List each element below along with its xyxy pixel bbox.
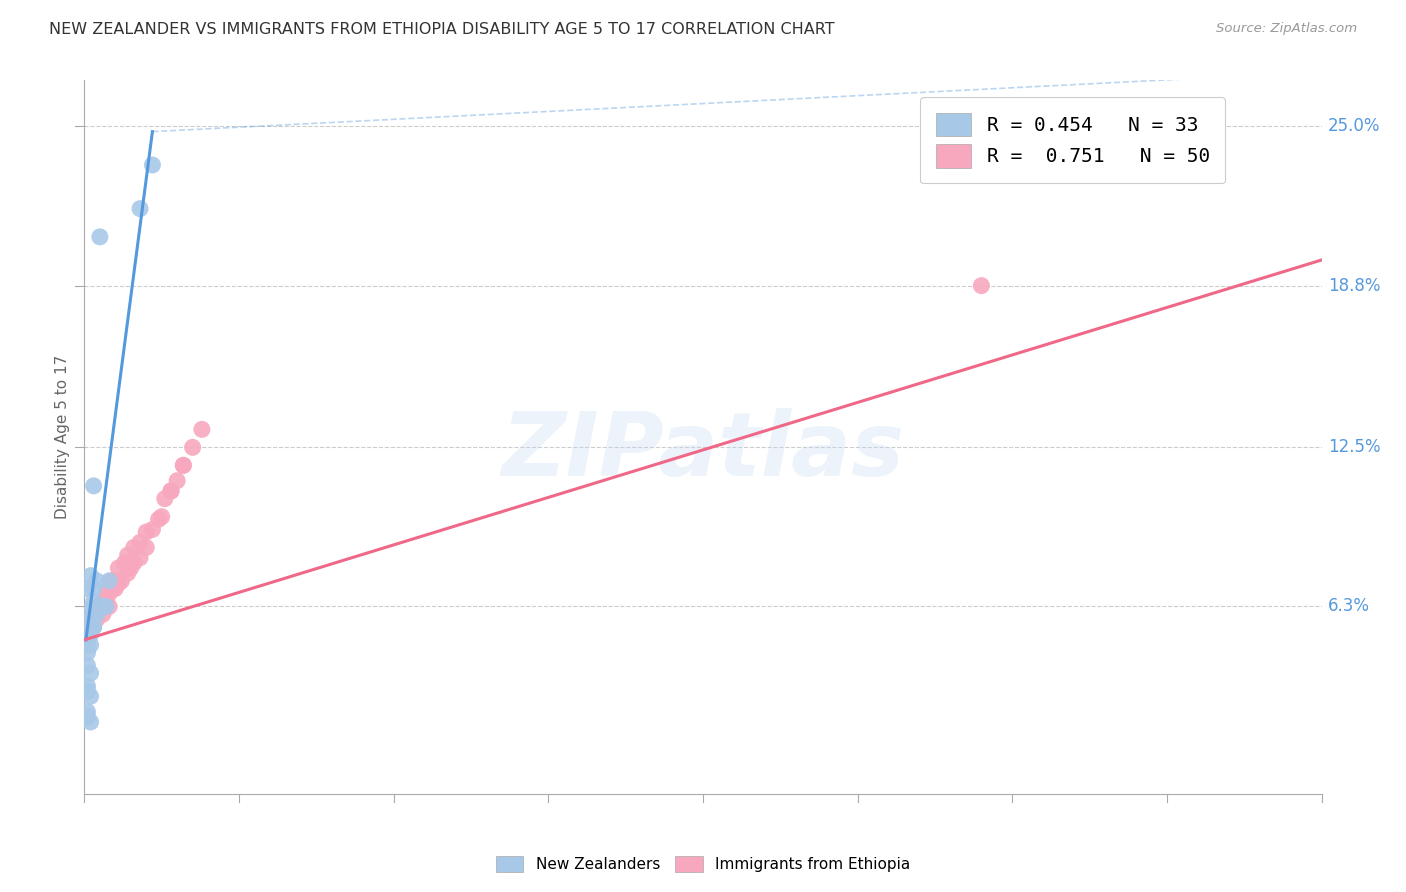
Point [83,582,105,596]
Point [101,574,124,588]
Point [98,599,121,614]
Point [76,628,98,642]
Point [129,202,152,216]
Point [166,474,188,488]
Point [135,541,157,555]
Point [94,587,117,601]
Point [101,582,124,596]
Point [79,714,101,729]
Point [83,620,105,634]
Text: 25.0%: 25.0% [1327,118,1381,136]
Point [91,594,114,608]
Point [76,582,98,596]
Legend: New Zealanders, Immigrants from Ethiopia: New Zealanders, Immigrants from Ethiopia [488,848,918,880]
Point [83,479,105,493]
Point [129,535,152,549]
Point [122,556,145,570]
Point [79,615,101,629]
Point [76,679,98,693]
Point [148,512,170,526]
Text: 18.8%: 18.8% [1327,277,1381,294]
Point [79,568,101,582]
Point [76,658,98,673]
Text: Source: ZipAtlas.com: Source: ZipAtlas.com [1216,22,1357,36]
Point [91,599,114,614]
Point [191,422,214,436]
Point [86,599,108,614]
Point [86,607,108,622]
Text: NEW ZEALANDER VS IMMIGRANTS FROM ETHIOPIA DISABILITY AGE 5 TO 17 CORRELATION CHA: NEW ZEALANDER VS IMMIGRANTS FROM ETHIOPI… [49,22,835,37]
Point [153,491,176,506]
Point [83,607,105,622]
Point [160,483,183,498]
Point [86,574,108,588]
Point [83,594,105,608]
Text: ZIPatlas: ZIPatlas [502,408,904,495]
Legend: R = 0.454   N = 33, R =  0.751   N = 50: R = 0.454 N = 33, R = 0.751 N = 50 [921,97,1225,184]
Point [98,574,121,588]
Point [141,158,163,172]
Point [172,458,194,473]
Point [76,646,98,660]
Point [150,509,173,524]
Point [117,548,139,562]
Point [122,541,145,555]
Point [89,602,111,616]
Point [86,602,108,616]
Point [107,561,129,575]
Point [83,620,105,634]
Point [79,620,101,634]
Point [89,599,111,614]
Point [91,607,114,622]
Point [79,666,101,681]
Point [104,582,127,596]
Point [160,483,183,498]
Y-axis label: Disability Age 5 to 17: Disability Age 5 to 17 [55,355,70,519]
Point [104,576,127,591]
Point [94,599,117,614]
Point [98,587,121,601]
Point [86,612,108,626]
Point [117,566,139,581]
Point [86,607,108,622]
Point [89,599,111,614]
Point [89,230,111,244]
Point [76,710,98,724]
Point [94,599,117,614]
Point [79,620,101,634]
Text: 12.5%: 12.5% [1327,438,1381,457]
Point [129,550,152,565]
Point [141,523,163,537]
Point [107,576,129,591]
Point [83,607,105,622]
Point [94,594,117,608]
Point [135,524,157,539]
Point [114,556,136,570]
Point [79,612,101,626]
Point [110,574,132,588]
Point [76,638,98,652]
Text: 6.3%: 6.3% [1327,598,1369,615]
Point [79,602,101,616]
Point [79,628,101,642]
Point [120,561,142,575]
Point [79,638,101,652]
Point [79,690,101,704]
Point [83,607,105,622]
Point [181,441,204,455]
Point [172,458,194,473]
Point [83,612,105,626]
Point [91,599,114,614]
Point [970,278,993,293]
Point [83,607,105,622]
Point [76,632,98,647]
Point [76,684,98,698]
Point [76,705,98,719]
